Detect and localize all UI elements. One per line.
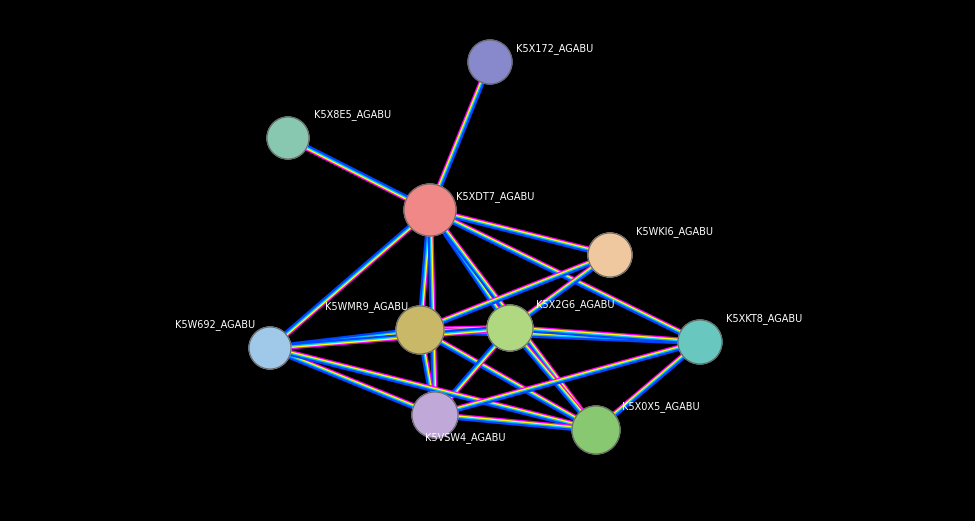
Circle shape — [468, 40, 512, 84]
Circle shape — [412, 392, 458, 438]
Circle shape — [572, 406, 620, 454]
Text: K5X2G6_AGABU: K5X2G6_AGABU — [536, 299, 614, 310]
Circle shape — [267, 117, 309, 159]
Circle shape — [588, 233, 632, 277]
Text: K5XDT7_AGABU: K5XDT7_AGABU — [456, 191, 534, 202]
Circle shape — [404, 184, 456, 236]
Text: K5WKI6_AGABU: K5WKI6_AGABU — [636, 226, 713, 237]
Circle shape — [249, 327, 291, 369]
Text: K5XKT8_AGABU: K5XKT8_AGABU — [726, 313, 802, 324]
Text: K5WMR9_AGABU: K5WMR9_AGABU — [325, 301, 409, 312]
Circle shape — [487, 305, 533, 351]
Text: K5VSW4_AGABU: K5VSW4_AGABU — [425, 432, 505, 443]
Text: K5W692_AGABU: K5W692_AGABU — [175, 319, 255, 330]
Text: K5X8E5_AGABU: K5X8E5_AGABU — [314, 109, 391, 120]
Text: K5X172_AGABU: K5X172_AGABU — [516, 43, 593, 54]
Circle shape — [678, 320, 722, 364]
Text: K5X0X5_AGABU: K5X0X5_AGABU — [622, 401, 700, 412]
Circle shape — [396, 306, 444, 354]
